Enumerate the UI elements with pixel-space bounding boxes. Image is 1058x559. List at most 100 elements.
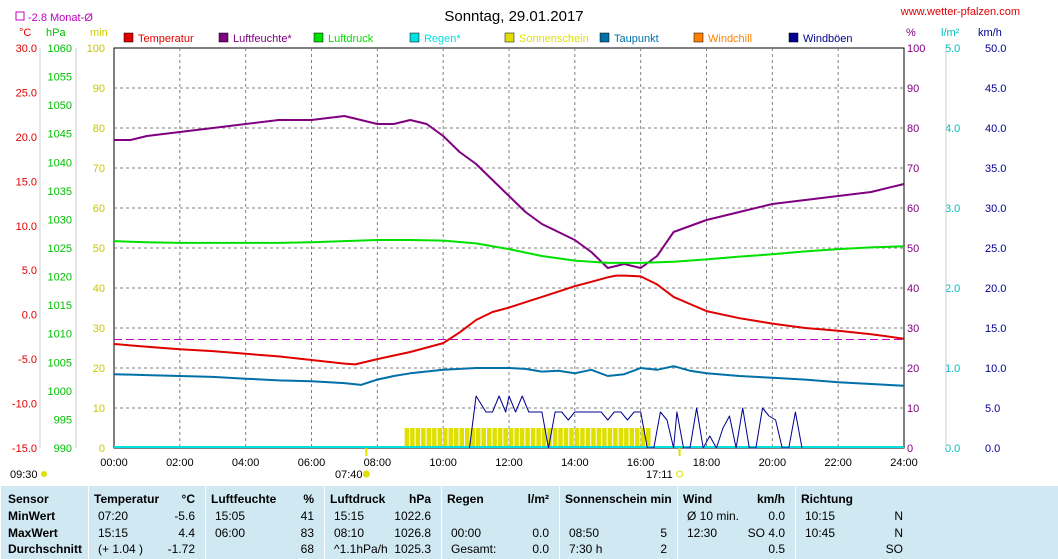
wind-tick-label: 25.0 xyxy=(985,243,1006,255)
pressure-tick-label: 990 xyxy=(54,443,72,455)
table-row-label: MaxWert xyxy=(8,526,58,540)
sunshine-bar xyxy=(558,428,563,448)
table-cell-time: 00:00 xyxy=(451,526,482,540)
sunshine-bar xyxy=(629,428,635,448)
x-tick-label: 06:00 xyxy=(298,457,326,469)
sunshine-bar xyxy=(519,428,525,448)
sunshine-bar xyxy=(596,428,602,448)
table-cell-value: SO xyxy=(885,542,903,556)
sunshine-bar xyxy=(503,428,508,448)
sunshine-bar xyxy=(547,428,552,448)
sun-markers: 09:30 07:40 17:11 xyxy=(10,448,684,481)
table-cell-time: 10:15 xyxy=(805,509,836,523)
site-url: www.wetter-pfalzen.com xyxy=(900,6,1020,18)
temp-tick-label: -10.0 xyxy=(12,399,37,411)
x-tick-label: 04:00 xyxy=(232,457,260,469)
sunshine-tick-label: 80 xyxy=(93,123,105,135)
sunshine-bar xyxy=(624,428,629,448)
series-line xyxy=(114,115,905,269)
wind-tick-label: 40.0 xyxy=(985,123,1006,135)
plot-area xyxy=(113,115,905,449)
table-cell-value: 0.0 xyxy=(532,542,549,556)
table-cell-time: ^1.1hPa/h xyxy=(334,542,388,556)
temp-tick-label: 15.0 xyxy=(16,176,37,188)
sunshine-bar xyxy=(492,428,497,448)
legend-label: Windchill xyxy=(708,33,752,45)
legend: Temperatur Luftfeuchte* Luftdruck Regen* Son… xyxy=(123,32,853,45)
temp-tick-label: 10.0 xyxy=(16,221,37,233)
unit-celsius: °C xyxy=(19,27,31,39)
unit-lm2: l/m² xyxy=(941,27,960,39)
humidity-tick-label: 70 xyxy=(907,163,919,175)
sunshine-tick-label: 30 xyxy=(93,323,105,335)
legend-label: Temperatur xyxy=(138,33,194,45)
x-tick-label: 24:00 xyxy=(890,457,918,469)
x-tick-label: 00:00 xyxy=(100,457,128,469)
pressure-tick-label: 995 xyxy=(54,414,72,426)
sunshine-bar xyxy=(580,428,585,448)
legend-label: Windböen xyxy=(803,33,853,45)
sunshine-bar xyxy=(497,428,503,448)
unit-hpa: hPa xyxy=(46,27,66,39)
table-cell-value: 0.0 xyxy=(532,526,549,540)
legend-label: Sonnenschein xyxy=(519,33,589,45)
legend-swatch xyxy=(788,32,799,43)
stats-table: Sensor Temperatur °C Luftfeuchte% Luftdruck h… xyxy=(0,486,1058,559)
pressure-tick-label: 1035 xyxy=(48,186,72,198)
sun-hours-label: 09:30 xyxy=(10,469,38,481)
month-avg-marker xyxy=(15,11,25,21)
sunshine-tick-label: 20 xyxy=(93,363,105,375)
rain-tick-label: 2.0 xyxy=(945,283,960,295)
rain-tick-label: 3.0 xyxy=(945,203,960,215)
sunshine-bar xyxy=(585,428,591,448)
wind-tick-label: 30.0 xyxy=(985,203,1006,215)
sunshine-bar xyxy=(404,428,410,448)
x-tick-label: 14:00 xyxy=(561,457,589,469)
table-header-unit: % xyxy=(303,492,314,506)
wind-tick-label: 20.0 xyxy=(985,283,1006,295)
wind-tick-label: 15.0 xyxy=(985,323,1006,335)
legend-swatch xyxy=(409,32,420,43)
table-header: Sensor xyxy=(8,492,49,506)
sunshine-bar xyxy=(640,428,646,448)
table-cell-value: -5.6 xyxy=(174,509,195,523)
temp-tick-label: 25.0 xyxy=(16,87,37,99)
table-cell-value: N xyxy=(894,526,903,540)
table-header: Temperatur xyxy=(94,492,160,506)
pressure-tick-label: 1015 xyxy=(48,300,72,312)
legend-label: Luftdruck xyxy=(328,33,374,45)
table-cell-value: -1.72 xyxy=(167,542,195,556)
series-line xyxy=(113,239,905,264)
sunrise-icon xyxy=(362,470,370,478)
x-tick-label: 12:00 xyxy=(495,457,523,469)
wind-tick-label: 45.0 xyxy=(985,83,1006,95)
sunshine-tick-label: 10 xyxy=(93,403,105,415)
sunset-icon xyxy=(676,470,684,478)
table-header: Richtung xyxy=(801,492,853,506)
table-cell-value: 1022.6 xyxy=(394,509,431,523)
sunshine-bar xyxy=(552,428,558,448)
table-cell-time: 07:20 xyxy=(98,509,129,523)
sunshine-tick-label: 90 xyxy=(93,83,105,95)
humidity-tick-label: 0 xyxy=(907,443,913,455)
table-cell-time: Ø 10 min. xyxy=(687,509,740,523)
temp-tick-label: -15.0 xyxy=(12,443,37,455)
series-line xyxy=(469,395,803,449)
table-cell-value: 2 xyxy=(660,542,667,556)
table-header-unit: hPa xyxy=(408,492,431,506)
sunshine-bar xyxy=(646,428,651,448)
unit-min: min xyxy=(90,27,108,39)
sunrise-label: 07:40 xyxy=(335,469,363,481)
temp-tick-label: -5.0 xyxy=(18,354,37,366)
table-column xyxy=(559,486,678,559)
temp-tick-label: 30.0 xyxy=(16,43,37,55)
legend-label: Regen* xyxy=(424,33,461,45)
table-header: Sonnenschein min xyxy=(565,492,672,506)
sunshine-bar xyxy=(569,428,574,448)
table-header: Luftfeuchte xyxy=(211,492,277,506)
sunshine-bar xyxy=(563,428,569,448)
sunshine-bar xyxy=(508,428,514,448)
temp-tick-label: 5.0 xyxy=(22,265,37,277)
x-tick-label: 22:00 xyxy=(824,457,852,469)
sunshine-bar xyxy=(426,428,432,448)
